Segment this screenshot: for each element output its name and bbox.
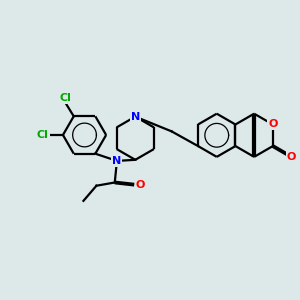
Text: Cl: Cl [37, 130, 49, 140]
Text: O: O [287, 152, 296, 162]
Text: N: N [131, 112, 140, 122]
Text: O: O [268, 119, 278, 130]
Text: N: N [112, 156, 122, 166]
Text: O: O [135, 180, 145, 190]
Text: Cl: Cl [59, 93, 71, 103]
